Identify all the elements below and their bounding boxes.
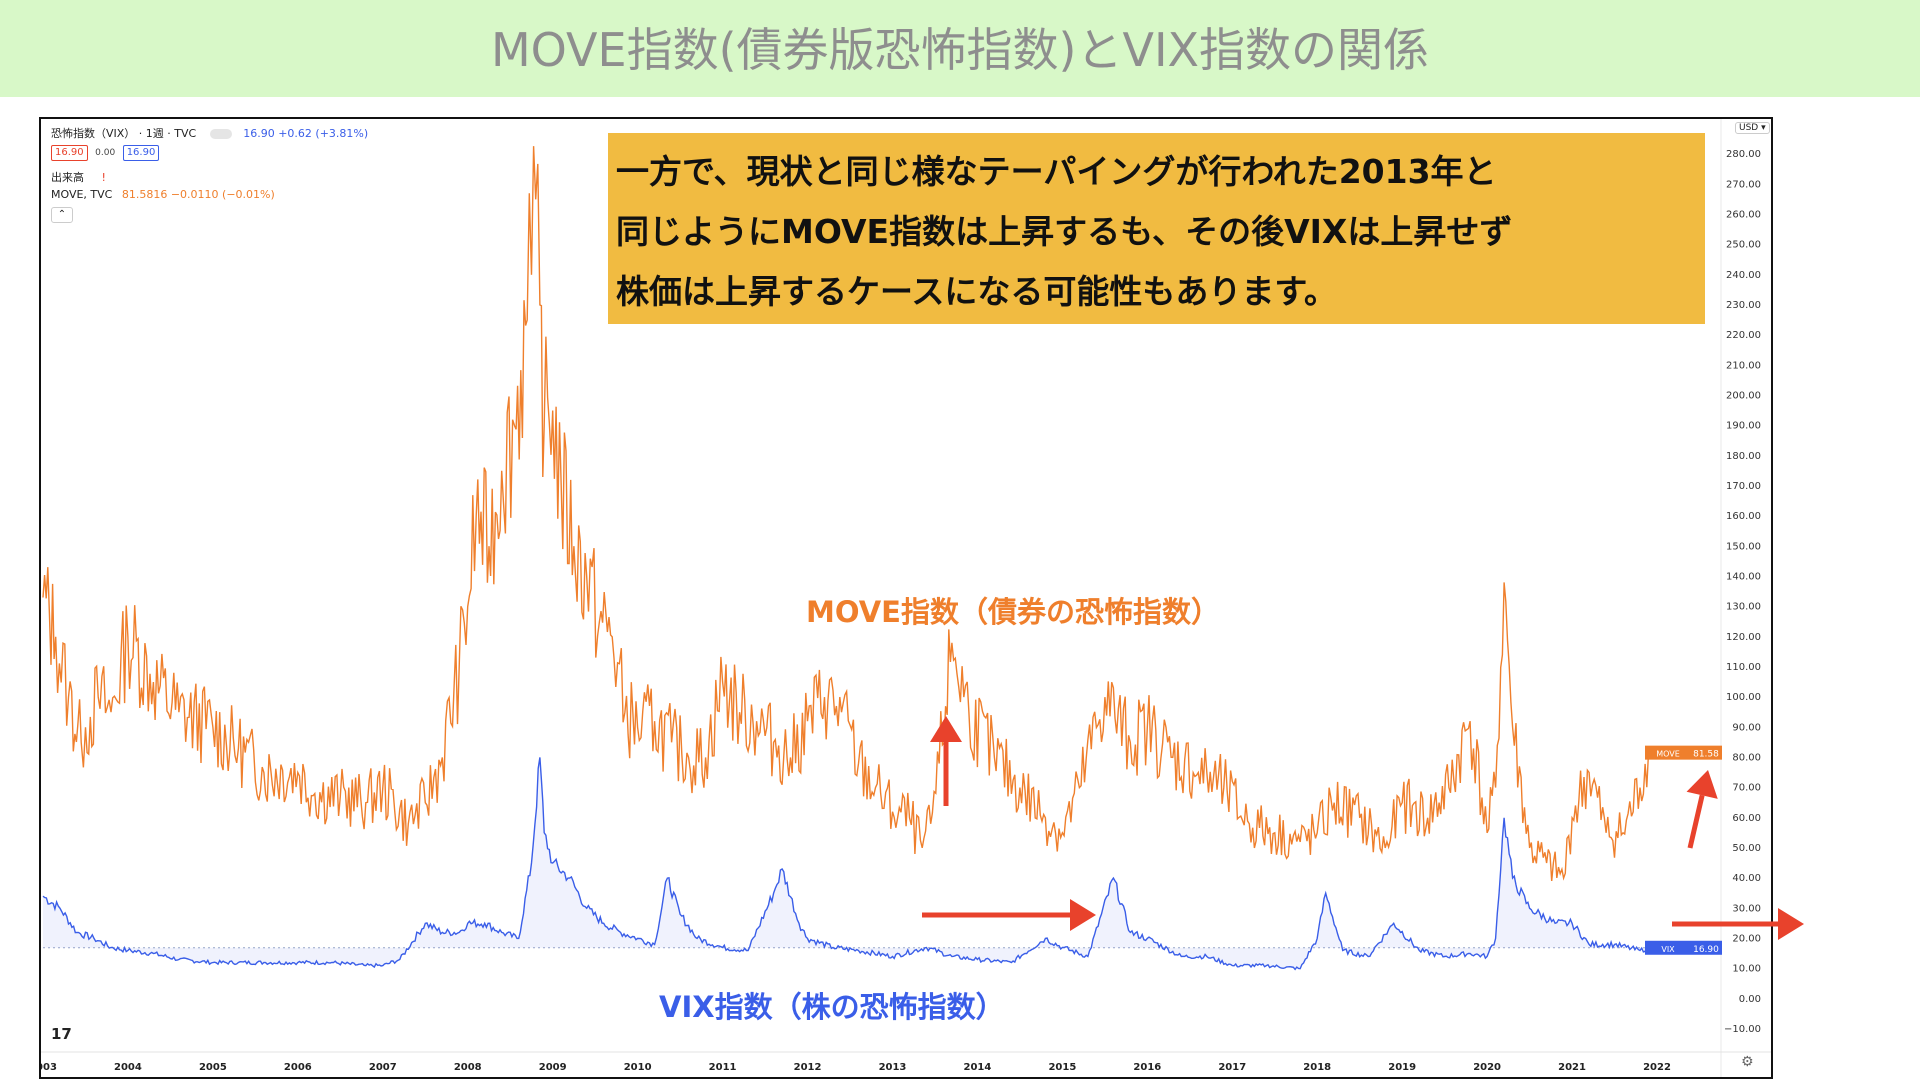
x-tick-label: 2005 xyxy=(199,1062,227,1073)
x-tick-label: 2010 xyxy=(624,1062,652,1073)
y-tick-label: 210.00 xyxy=(1726,360,1761,371)
x-tick-label: 2020 xyxy=(1473,1062,1501,1073)
volume-label: 出来高 xyxy=(51,171,84,184)
y-tick-label: 50.00 xyxy=(1732,843,1761,854)
callout-line-3: 株価は上昇するケースになる可能性もあります。 xyxy=(616,272,1338,311)
currency-selector[interactable]: USD ▾ xyxy=(1735,122,1770,134)
x-tick-label: 2017 xyxy=(1218,1062,1246,1073)
spread-value: 0.00 xyxy=(95,148,116,158)
y-tick-label: 280.00 xyxy=(1726,149,1761,160)
y-tick-label: 180.00 xyxy=(1726,451,1761,462)
legend-symbol-text: 恐怖指数（VIX） · 1週 · TVC xyxy=(51,127,197,140)
vix-area xyxy=(43,757,1649,970)
x-tick-label: 2018 xyxy=(1303,1062,1331,1073)
x-tick-label: 2011 xyxy=(709,1062,737,1073)
legend-move[interactable]: MOVE, TVC 81.5816 −0.0110 (−0.01%) xyxy=(51,188,275,201)
x-tick-label: 2022 xyxy=(1643,1062,1671,1073)
warning-icon[interactable]: ! xyxy=(101,171,106,184)
legend-symbol[interactable]: 恐怖指数（VIX） · 1週 · TVC 16.90 +0.62 (+3.81%… xyxy=(51,125,368,141)
legend-quote: 16.90 +0.62 (+3.81%) xyxy=(243,127,369,140)
callout-box: 一方で、現状と同じ様なテーパイングが行われた2013年と 同じようにMOVE指数… xyxy=(608,133,1705,324)
y-tick-label: 10.00 xyxy=(1732,964,1761,975)
y-tick-label: 90.00 xyxy=(1732,722,1761,733)
legend-bid-ask: 16.90 0.00 16.90 xyxy=(51,145,160,161)
tradingview-logo-icon[interactable]: 𝟭𝟳 xyxy=(51,1025,72,1043)
x-tick-label: 2019 xyxy=(1388,1062,1416,1073)
y-tick-label: 170.00 xyxy=(1726,481,1761,492)
title-banner: MOVE指数(債券版恐怖指数)とVIX指数の関係 xyxy=(0,0,1920,97)
vix-tag-value: 16.90 xyxy=(1693,945,1719,955)
ask-box[interactable]: 16.90 xyxy=(122,145,160,161)
x-tick-label: 2015 xyxy=(1048,1062,1076,1073)
vix-tag-bg xyxy=(1645,940,1691,955)
y-tick-label: 260.00 xyxy=(1726,209,1761,220)
x-tick-label: 2009 xyxy=(539,1062,567,1073)
x-tick-label: 2012 xyxy=(794,1062,822,1073)
y-tick-label: 80.00 xyxy=(1732,752,1761,763)
currency-label: USD xyxy=(1739,123,1759,133)
y-tick-label: 190.00 xyxy=(1726,421,1761,432)
move-series-label: MOVE指数（債券の恐怖指数） xyxy=(806,595,1220,629)
y-tick-label: 250.00 xyxy=(1726,240,1761,251)
x-tick-label: 2003 xyxy=(41,1062,57,1073)
y-tick-label: 240.00 xyxy=(1726,270,1761,281)
move-legend-label: MOVE, TVC xyxy=(51,188,113,201)
move-tag-value: 81.58 xyxy=(1693,750,1719,760)
y-tick-label: 120.00 xyxy=(1726,632,1761,643)
callout-line-1: 一方で、現状と同じ様なテーパイングが行われた2013年と xyxy=(616,152,1497,191)
x-tick-label: 2014 xyxy=(964,1062,992,1073)
y-tick-label: 130.00 xyxy=(1726,602,1761,613)
y-tick-label: 150.00 xyxy=(1726,541,1761,552)
y-tick-label: 230.00 xyxy=(1726,300,1761,311)
x-tick-label: 2008 xyxy=(454,1062,482,1073)
y-tick-label: 70.00 xyxy=(1732,783,1761,794)
collapse-chevron-icon[interactable]: ⌃ xyxy=(51,207,73,223)
move-tag-bg xyxy=(1645,745,1691,760)
x-tick-label: 2006 xyxy=(284,1062,312,1073)
x-tick-label: 2007 xyxy=(369,1062,397,1073)
move-value-bg xyxy=(1691,745,1722,760)
legend-volume[interactable]: 出来高 ! xyxy=(51,169,106,185)
y-tick-label: 30.00 xyxy=(1732,903,1761,914)
y-tick-label: 220.00 xyxy=(1726,330,1761,341)
settings-gear-icon[interactable]: ⚙ xyxy=(1741,1054,1754,1070)
x-tick-label: 2021 xyxy=(1558,1062,1586,1073)
move-legend-quote: 81.5816 −0.0110 (−0.01%) xyxy=(121,188,275,201)
x-tick-label: 2013 xyxy=(879,1062,907,1073)
x-tick-label: 2004 xyxy=(114,1062,142,1073)
vix-series-label: VIX指数（株の恐怖指数） xyxy=(659,990,1005,1024)
callout-line-2: 同じようにMOVE指数は上昇するも、その後VIXは上昇せず xyxy=(616,212,1513,251)
y-tick-label: 60.00 xyxy=(1732,813,1761,824)
page-title: MOVE指数(債券版恐怖指数)とVIX指数の関係 xyxy=(490,23,1430,77)
y-tick-label: 40.00 xyxy=(1732,873,1761,884)
y-tick-label: 0.00 xyxy=(1739,994,1761,1005)
status-toggle-icon[interactable] xyxy=(209,129,232,139)
vix-value-bg xyxy=(1691,940,1722,955)
move-tag-label: MOVE xyxy=(1656,750,1680,759)
move-line xyxy=(42,146,1650,881)
y-tick-label: 140.00 xyxy=(1726,571,1761,582)
vix-line xyxy=(42,757,1650,971)
y-tick-label: 20.00 xyxy=(1732,933,1761,944)
y-tick-label: 200.00 xyxy=(1726,390,1761,401)
x-tick-label: 2016 xyxy=(1133,1062,1161,1073)
y-tick-label: 100.00 xyxy=(1726,692,1761,703)
y-tick-label: 110.00 xyxy=(1726,662,1761,673)
y-tick-label: 160.00 xyxy=(1726,511,1761,522)
vix-tag-label: VIX xyxy=(1661,945,1675,954)
y-tick-label: 270.00 xyxy=(1726,179,1761,190)
y-tick-label: −10.00 xyxy=(1724,1024,1761,1035)
bid-box[interactable]: 16.90 xyxy=(51,145,88,161)
